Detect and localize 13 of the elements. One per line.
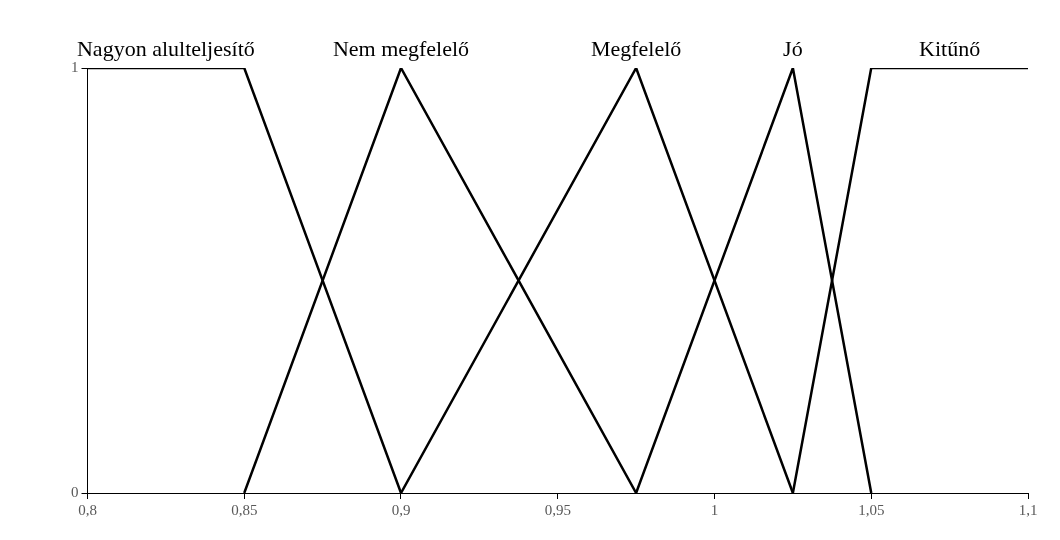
x-tick-label: 0,9 xyxy=(391,501,411,518)
x-tick-label: 1 xyxy=(710,501,719,518)
x-tick-label: 0,85 xyxy=(231,501,258,518)
x-tick-label: 1,05 xyxy=(858,501,885,518)
x-tick-label: 0,8 xyxy=(78,501,97,518)
x-tick-label: 0,95 xyxy=(544,501,571,518)
series-label: Kitűnő xyxy=(919,36,981,61)
series-label: Nagyon alulteljesítő xyxy=(76,36,255,61)
series-label: Nem megfelelő xyxy=(332,36,470,61)
x-tick-label: 1,1 xyxy=(1018,501,1038,518)
series-label: Jó xyxy=(783,36,803,61)
y-tick-label: 0 xyxy=(71,483,79,500)
series-label: Megfelelő xyxy=(590,36,682,61)
